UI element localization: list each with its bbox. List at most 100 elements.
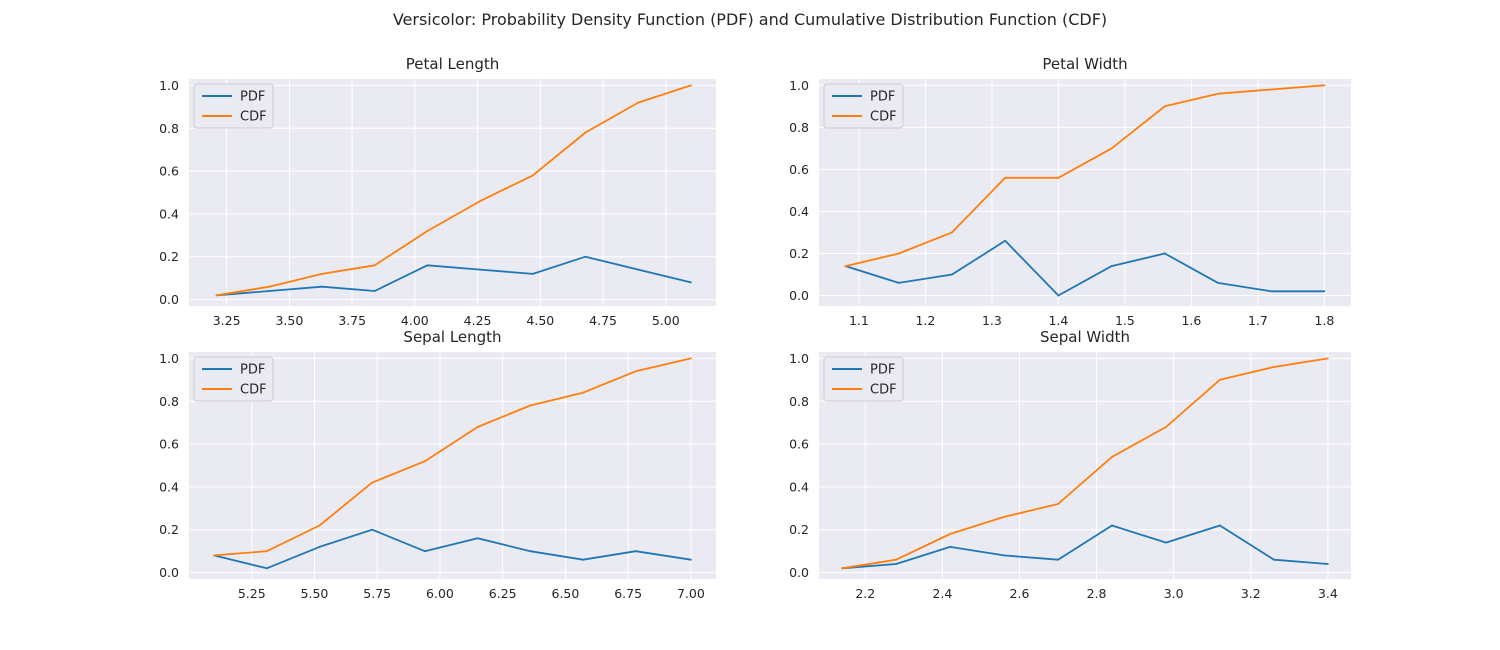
data-point-pdf <box>584 255 587 258</box>
y-tick-label: 0.4 <box>789 479 809 494</box>
data-point-cdf <box>1272 366 1275 368</box>
legend-label-cdf: CDF <box>870 110 897 125</box>
data-point-pdf <box>373 290 376 292</box>
x-tick-label: 2.2 <box>855 586 875 601</box>
legend-label-pdf: PDF <box>240 363 265 378</box>
x-tick-label: 3.75 <box>338 313 366 328</box>
x-tick-label: 4.75 <box>589 313 617 328</box>
data-point-pdf <box>479 268 482 271</box>
data-point-pdf <box>1111 524 1113 527</box>
data-point-cdf <box>1165 426 1167 428</box>
y-tick-label: 0.0 <box>789 565 809 580</box>
data-point-cdf <box>213 554 215 557</box>
series-line-pdf <box>845 239 1325 297</box>
data-point-cdf <box>951 231 953 234</box>
subplot-petal-length: 0.0 0.2 0.4 0.6 0.8 1.0 3.25 3.50 3.75 4.00 4.25 4.… <box>159 55 716 328</box>
data-point-pdf <box>423 550 426 553</box>
legend-petal-length: PDF CDF <box>193 83 274 129</box>
data-point-cdf <box>897 252 900 255</box>
data-point-pdf <box>1003 554 1005 557</box>
data-point-pdf <box>582 558 584 561</box>
subplot-sepal-length: 0.0 0.2 0.4 0.6 0.8 1.0 5.25 5.50 5.75 6.00 6.25 6.… <box>159 328 716 601</box>
data-point-cdf <box>1219 378 1221 381</box>
data-point-pdf <box>1057 294 1060 297</box>
data-point-pdf <box>951 273 953 276</box>
x-tick-label: 1.3 <box>982 313 1002 328</box>
y-tick-label: 0.0 <box>789 288 809 303</box>
x-tick-label: 6.00 <box>426 586 454 601</box>
y-tick-label: 1.0 <box>789 351 809 366</box>
data-point-pdf <box>949 545 951 548</box>
data-point-pdf <box>1057 558 1059 561</box>
y-tick-label: 0.0 <box>159 565 179 580</box>
data-point-pdf <box>1219 524 1221 527</box>
y-tick-label: 0.2 <box>159 522 179 537</box>
data-point-pdf <box>634 550 637 553</box>
subplot-title-petal-length: Petal Length <box>406 55 500 73</box>
data-point-cdf <box>423 460 426 463</box>
data-point-cdf <box>582 391 584 394</box>
data-point-pdf <box>1323 290 1326 293</box>
data-point-pdf <box>265 567 268 570</box>
data-point-cdf <box>1270 88 1273 91</box>
legend-petal-width: PDF CDF <box>823 83 904 129</box>
data-point-pdf <box>1004 239 1007 242</box>
figure-suptitle: Versicolor: Probability Density Function… <box>392 10 1108 29</box>
legend-sepal-length: PDF CDF <box>193 356 274 402</box>
y-tick-label: 1.0 <box>159 351 179 366</box>
x-tick-label: 2.6 <box>1010 586 1030 601</box>
series-line-pdf <box>842 524 1328 570</box>
data-point-cdf <box>690 84 692 87</box>
y-tick-label: 0.2 <box>159 249 179 264</box>
legend-label-pdf: PDF <box>240 90 265 105</box>
data-point-pdf <box>1165 541 1167 544</box>
data-point-pdf <box>897 281 900 284</box>
data-point-pdf <box>318 545 321 548</box>
series-line-cdf <box>216 84 692 297</box>
x-tick-label: 6.75 <box>614 586 642 601</box>
x-tick-label: 1.6 <box>1181 313 1201 328</box>
plot-area-petal-width <box>819 79 1351 306</box>
data-point-pdf <box>637 268 640 271</box>
data-point-pdf <box>690 281 692 284</box>
data-point-cdf <box>841 567 844 570</box>
y-tick-label: 0.6 <box>789 437 809 452</box>
y-tick-label: 0.8 <box>159 121 179 136</box>
data-point-pdf <box>426 264 429 267</box>
data-point-pdf <box>371 528 374 531</box>
data-point-cdf <box>1057 503 1059 505</box>
y-tick-label: 0.8 <box>159 394 179 409</box>
subplot-title-sepal-length: Sepal Length <box>403 328 501 346</box>
y-tick-label: 0.2 <box>789 246 809 261</box>
x-tick-label: 7.00 <box>677 586 705 601</box>
x-tick-label: 1.7 <box>1248 313 1268 328</box>
legend-label-pdf: PDF <box>870 90 895 105</box>
data-point-cdf <box>637 101 640 104</box>
data-point-cdf <box>584 131 587 134</box>
legend-label-pdf: PDF <box>870 363 895 378</box>
series-line-cdf <box>214 357 692 557</box>
data-point-cdf <box>1057 176 1060 179</box>
data-point-cdf <box>1111 456 1113 458</box>
data-point-pdf <box>529 550 532 553</box>
x-tick-label: 4.00 <box>401 313 429 328</box>
series-line-pdf <box>216 255 692 297</box>
legend-sepal-width: PDF CDF <box>823 356 904 402</box>
data-point-pdf <box>690 558 692 561</box>
x-tick-label: 1.5 <box>1115 313 1135 328</box>
data-point-pdf <box>476 537 479 540</box>
y-tick-label: 0.6 <box>789 162 809 177</box>
y-tick-label: 0.4 <box>159 479 179 494</box>
x-tick-label: 6.50 <box>552 586 580 601</box>
data-point-cdf <box>321 272 323 275</box>
data-point-cdf <box>895 558 898 561</box>
data-point-cdf <box>531 174 534 177</box>
data-point-cdf <box>265 550 268 553</box>
x-tick-label: 1.2 <box>915 313 935 328</box>
data-point-cdf <box>1326 357 1329 360</box>
data-point-cdf <box>426 230 429 232</box>
subplot-sepal-width: 0.0 0.2 0.4 0.6 0.8 1.0 2.2 2.4 2.6 2.8 3.0 3.2 3.4 S… <box>789 328 1351 601</box>
y-tick-label: 0.0 <box>159 292 179 307</box>
x-tick-label: 4.50 <box>526 313 554 328</box>
x-tick-label: 3.50 <box>275 313 303 328</box>
